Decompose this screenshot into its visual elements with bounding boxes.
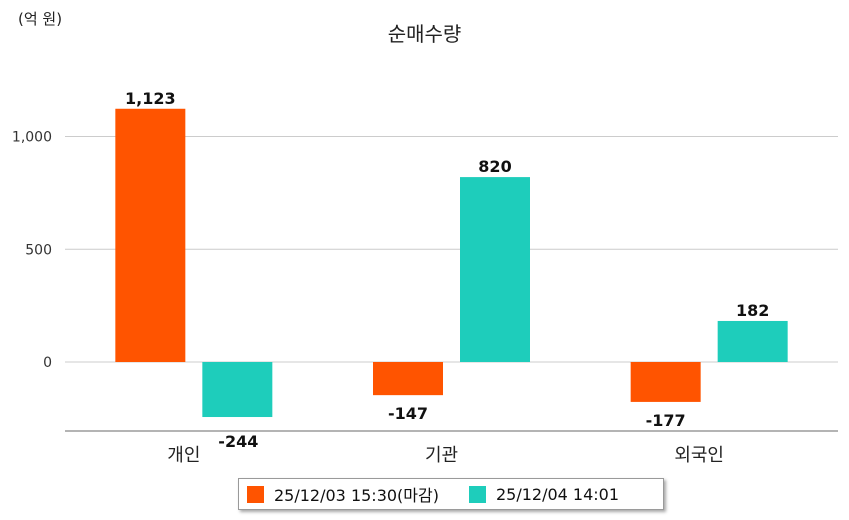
y-tick-label: 0 — [43, 355, 52, 371]
legend-item-series-2[interactable]: 25/12/04 14:01 — [468, 484, 620, 504]
bar-기관-series-2 — [460, 177, 530, 362]
bar-기관-series-1 — [373, 362, 443, 396]
data-label: -177 — [646, 411, 686, 430]
unit-label: (억 원) — [18, 10, 63, 28]
y-tick-label: 500 — [25, 242, 52, 258]
bar-외국인-series-2 — [717, 320, 788, 362]
data-label: 820 — [478, 157, 511, 176]
data-label: 182 — [736, 301, 769, 320]
legend-label-series-1: 25/12/03 15:30(마감) — [274, 486, 439, 505]
legend-item-series-1[interactable]: 25/12/03 15:30(마감) — [247, 482, 439, 506]
data-label: 1,123 — [125, 89, 176, 108]
chart-legend: 25/12/03 15:30(마감) 25/12/04 14:01 — [238, 478, 664, 510]
chart-plot: 0 500 1,000 1,123 -244 개인 -147 820 기관 -177 182 외국인 — [12, 89, 838, 466]
legend-swatch-series-1 — [247, 485, 264, 503]
x-tick-label: 외국인 — [674, 445, 724, 466]
x-tick-label: 개인 — [167, 445, 200, 466]
x-tick-label: 기관 — [425, 445, 458, 466]
data-label: -147 — [388, 404, 428, 423]
chart-title: 순매수량 — [387, 22, 462, 46]
bar-개인-series-1 — [115, 108, 186, 363]
data-label: -244 — [218, 432, 258, 451]
bar-개인-series-2 — [202, 362, 273, 418]
legend-swatch-series-2 — [468, 485, 486, 503]
y-tick-label: 1,000 — [12, 130, 52, 146]
bar-외국인-series-1 — [630, 362, 701, 402]
legend-label-series-2: 25/12/04 14:01 — [495, 484, 620, 504]
